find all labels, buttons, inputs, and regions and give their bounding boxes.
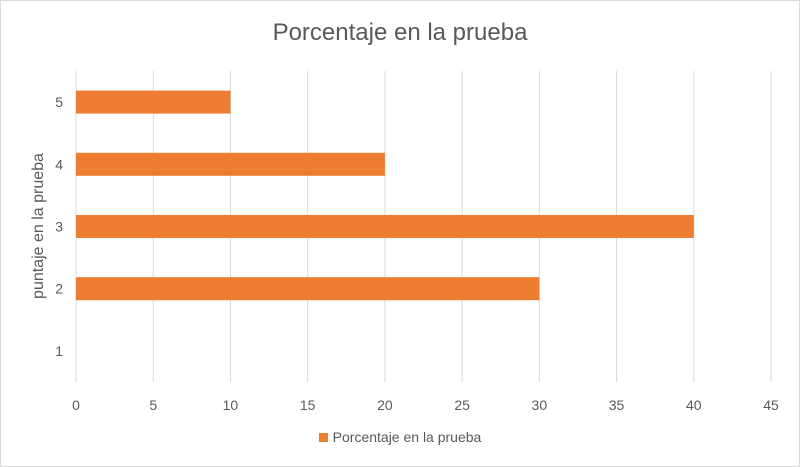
x-tick-label: 5: [149, 397, 157, 413]
x-tick-label: 40: [686, 397, 702, 413]
x-tick-label: 20: [377, 397, 393, 413]
y-tick-label: 1: [55, 343, 63, 359]
x-tick-label: 30: [532, 397, 548, 413]
y-tick-label: 4: [55, 156, 63, 172]
x-tick-label: 45: [763, 397, 779, 413]
x-tick-label: 0: [72, 397, 80, 413]
x-tick-label: 25: [454, 397, 470, 413]
bar-4: [76, 152, 385, 176]
y-tick-label: 5: [55, 94, 63, 110]
chart-title: Porcentaje en la prueba: [272, 19, 528, 46]
bar-2: [76, 277, 540, 301]
y-tick-label: 3: [55, 219, 63, 235]
bar-3: [76, 214, 694, 239]
bar-5: [76, 90, 231, 114]
x-tick-label: 10: [223, 397, 239, 413]
legend: Porcentaje en la prueba: [1, 429, 799, 445]
x-tick-label: 15: [300, 397, 316, 413]
y-axis-title: puntaje en la prueba: [30, 153, 47, 299]
legend-label: Porcentaje en la prueba: [332, 429, 482, 445]
legend-swatch: [318, 432, 328, 442]
x-tick-label: 35: [609, 397, 625, 413]
y-tick-label: 2: [55, 281, 63, 297]
